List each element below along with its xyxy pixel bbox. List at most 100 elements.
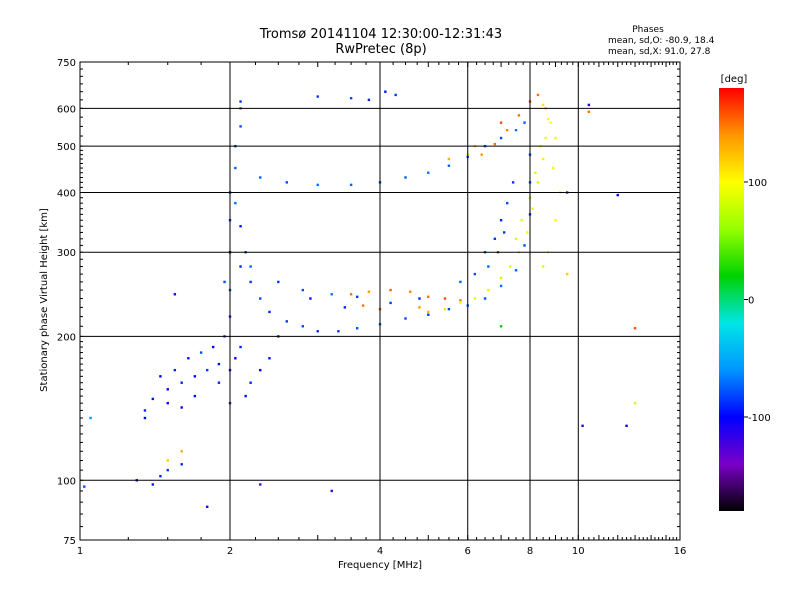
data-point-o bbox=[217, 381, 221, 384]
data-point-o bbox=[187, 357, 190, 360]
data-point-x bbox=[349, 293, 353, 296]
data-point-o bbox=[487, 265, 490, 268]
y-tick-label: 300 bbox=[57, 248, 76, 259]
data-point-o bbox=[199, 351, 203, 354]
data-point-x bbox=[549, 121, 552, 124]
data-point-o bbox=[343, 306, 347, 309]
data-point-o bbox=[581, 424, 584, 428]
data-point-x bbox=[520, 219, 523, 222]
data-point-x bbox=[443, 297, 447, 300]
data-point-x bbox=[166, 459, 169, 462]
data-point-o bbox=[239, 225, 242, 228]
colorbar-tick-label: 0 bbox=[748, 296, 754, 307]
data-point-o bbox=[316, 95, 319, 98]
colorbar-tick-label: -100 bbox=[748, 413, 771, 424]
data-point-o bbox=[205, 505, 209, 509]
data-point-o bbox=[330, 293, 333, 296]
data-point-o bbox=[239, 265, 242, 268]
data-point-o bbox=[234, 201, 237, 205]
y-tick-label: 500 bbox=[57, 142, 76, 153]
data-point-o bbox=[259, 368, 262, 372]
data-point-o bbox=[473, 272, 477, 276]
data-point-o bbox=[389, 301, 392, 305]
data-point-x bbox=[554, 136, 557, 140]
chart-subtitle: RwPretec (8p) bbox=[335, 42, 426, 57]
data-point-x bbox=[487, 288, 490, 292]
y-tick-label: 750 bbox=[57, 58, 76, 69]
data-point-o bbox=[523, 121, 526, 124]
points-layer bbox=[83, 90, 637, 509]
data-point-o bbox=[493, 237, 497, 241]
data-point-o bbox=[166, 468, 169, 472]
data-point-o bbox=[151, 397, 155, 401]
data-point-o bbox=[234, 357, 237, 360]
data-point-o bbox=[217, 362, 221, 366]
data-point-o bbox=[83, 485, 86, 488]
data-point-x bbox=[587, 110, 591, 114]
data-point-o bbox=[268, 357, 271, 360]
data-point-o bbox=[394, 93, 397, 97]
data-point-o bbox=[211, 345, 215, 349]
data-point-x bbox=[473, 297, 477, 300]
data-point-o bbox=[384, 90, 387, 93]
data-point-o bbox=[205, 368, 209, 372]
data-point-o bbox=[268, 310, 271, 314]
data-point-o bbox=[427, 313, 430, 316]
data-point-x bbox=[541, 265, 545, 268]
data-point-x bbox=[633, 327, 637, 330]
data-point-o bbox=[239, 100, 242, 103]
data-point-x bbox=[459, 301, 462, 305]
x-tick-label: 10 bbox=[572, 546, 585, 557]
data-point-x bbox=[633, 401, 637, 405]
data-point-x bbox=[505, 128, 509, 132]
data-point-o bbox=[404, 317, 407, 320]
x-tick-label: 8 bbox=[527, 546, 533, 557]
colorbar-tick-label: 100 bbox=[748, 178, 767, 189]
phase-heading: Phases bbox=[632, 25, 664, 35]
data-point-o bbox=[418, 297, 421, 300]
colorbar bbox=[719, 88, 744, 511]
data-point-o bbox=[180, 463, 183, 466]
data-point-o bbox=[143, 409, 147, 412]
data-point-o bbox=[89, 416, 92, 420]
data-point-o bbox=[349, 96, 353, 100]
y-tick-label: 200 bbox=[57, 332, 76, 343]
data-point-o bbox=[259, 297, 262, 300]
data-point-o bbox=[193, 375, 197, 378]
data-point-o bbox=[249, 265, 252, 268]
data-point-o bbox=[502, 231, 506, 234]
data-point-o bbox=[349, 183, 353, 187]
data-point-o bbox=[249, 280, 252, 284]
data-point-o bbox=[244, 394, 247, 398]
data-point-x bbox=[536, 181, 540, 184]
data-point-o bbox=[277, 280, 280, 284]
data-point-x bbox=[499, 121, 503, 124]
data-point-x bbox=[447, 157, 451, 161]
y-tick-label: 600 bbox=[57, 104, 76, 115]
data-point-o bbox=[166, 401, 169, 405]
data-point-x bbox=[443, 307, 447, 311]
x-tick-label: 6 bbox=[465, 546, 471, 557]
data-point-o bbox=[151, 483, 155, 486]
colorbar-ticks: 100 0 -100 bbox=[744, 178, 771, 424]
x-tick-label: 2 bbox=[227, 546, 233, 557]
data-point-o bbox=[223, 280, 226, 284]
y-axis-label: Stationary phase Virtual Height [km] bbox=[39, 208, 50, 392]
data-point-o bbox=[285, 320, 288, 323]
data-point-o bbox=[180, 381, 183, 384]
data-point-o bbox=[355, 327, 359, 330]
data-point-o bbox=[239, 345, 242, 349]
data-point-o bbox=[330, 489, 333, 493]
data-point-x bbox=[544, 136, 547, 140]
data-point-o bbox=[159, 474, 162, 478]
data-point-x bbox=[499, 325, 503, 328]
phase-mean-x: mean, sd,X: 91.0, 27.8 bbox=[608, 47, 711, 57]
colorbar-label: [deg] bbox=[721, 74, 748, 85]
data-point-x bbox=[499, 276, 503, 280]
data-point-o bbox=[616, 193, 619, 197]
data-point-x bbox=[531, 207, 534, 210]
data-point-o bbox=[249, 381, 252, 384]
data-point-o bbox=[367, 98, 371, 102]
data-point-x bbox=[418, 306, 421, 309]
